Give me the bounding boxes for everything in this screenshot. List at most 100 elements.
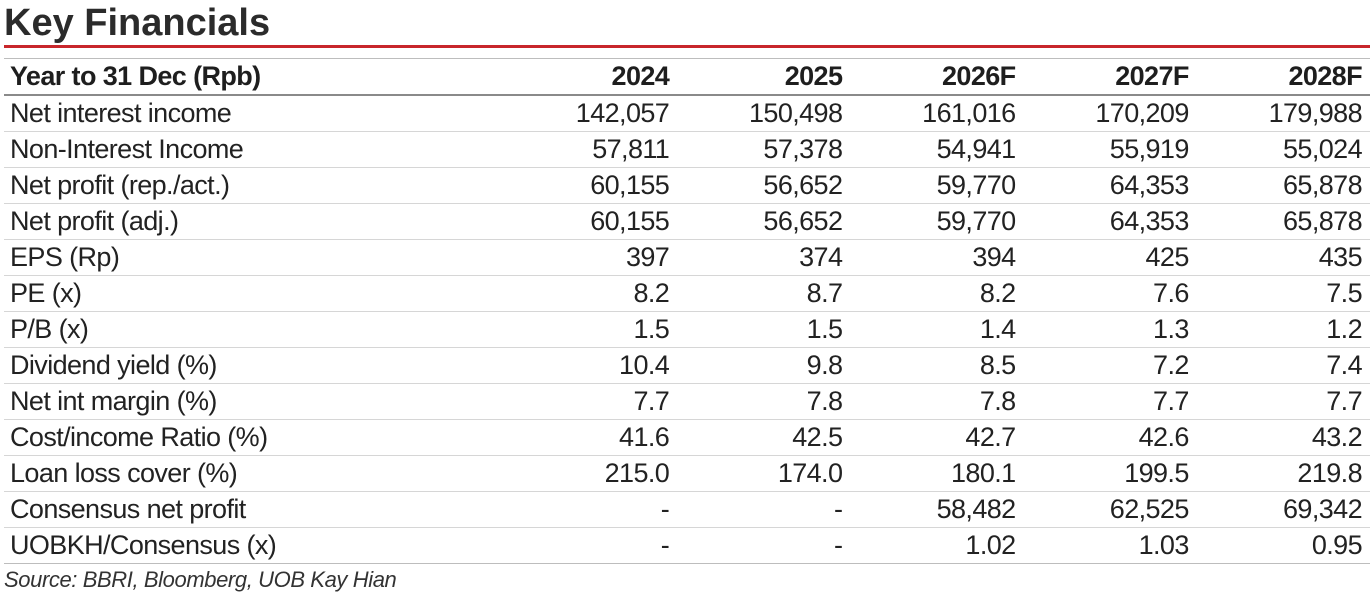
value-cell: 1.02 bbox=[850, 527, 1024, 564]
value-cell: 7.7 bbox=[504, 383, 678, 420]
value-cell: - bbox=[504, 527, 678, 564]
header-year-cell: 2024 bbox=[504, 58, 678, 96]
title-divider bbox=[4, 45, 1370, 48]
row-label-cell: Dividend yield (%) bbox=[4, 347, 505, 384]
header-year-cell: 2026F bbox=[850, 58, 1024, 96]
table-row: Dividend yield (%) 10.4 9.8 8.5 7.2 7.4 bbox=[4, 347, 1370, 384]
table-row: P/B (x) 1.5 1.5 1.4 1.3 1.2 bbox=[4, 311, 1370, 348]
value-cell: 394 bbox=[850, 239, 1024, 276]
value-cell: - bbox=[504, 491, 678, 528]
row-label-cell: Non-Interest Income bbox=[4, 131, 505, 168]
value-cell: 1.2 bbox=[1196, 311, 1370, 348]
row-label-cell: Net profit (rep./act.) bbox=[4, 167, 505, 204]
value-cell: 60,155 bbox=[504, 167, 678, 204]
value-cell: 43.2 bbox=[1196, 419, 1370, 456]
row-label-cell: Net profit (adj.) bbox=[4, 203, 505, 240]
value-cell: 65,878 bbox=[1196, 203, 1370, 240]
value-cell: 59,770 bbox=[850, 167, 1024, 204]
value-cell: 9.8 bbox=[677, 347, 851, 384]
value-cell: 41.6 bbox=[504, 419, 678, 456]
key-financials-table: Year to 31 Dec (Rpb) 2024 2025 2026F 2027F 20… bbox=[4, 58, 1370, 564]
value-cell: 435 bbox=[1196, 239, 1370, 276]
value-cell: 1.03 bbox=[1023, 527, 1197, 564]
value-cell: - bbox=[677, 527, 851, 564]
value-cell: 56,652 bbox=[677, 203, 851, 240]
row-label-cell: EPS (Rp) bbox=[4, 239, 505, 276]
value-cell: 7.7 bbox=[1196, 383, 1370, 420]
row-label-cell: Loan loss cover (%) bbox=[4, 455, 505, 492]
value-cell: 219.8 bbox=[1196, 455, 1370, 492]
value-cell: 57,811 bbox=[504, 131, 678, 168]
row-label-cell: Net interest income bbox=[4, 95, 505, 132]
table-row: Net int margin (%) 7.7 7.8 7.8 7.7 7.7 bbox=[4, 383, 1370, 420]
row-label-cell: Net int margin (%) bbox=[4, 383, 505, 420]
table-header-row: Year to 31 Dec (Rpb) 2024 2025 2026F 2027F 20… bbox=[4, 58, 1370, 96]
value-cell: 42.6 bbox=[1023, 419, 1197, 456]
value-cell: 174.0 bbox=[677, 455, 851, 492]
table-row: PE (x) 8.2 8.7 8.2 7.6 7.5 bbox=[4, 275, 1370, 312]
value-cell: 62,525 bbox=[1023, 491, 1197, 528]
row-label-cell: Cost/income Ratio (%) bbox=[4, 419, 505, 456]
value-cell: 8.7 bbox=[677, 275, 851, 312]
table-body: Net interest income 142,057 150,498 161,016… bbox=[4, 95, 1370, 564]
table-row: Net profit (rep./act.) 60,155 56,652 59,770… bbox=[4, 167, 1370, 204]
value-cell: 7.6 bbox=[1023, 275, 1197, 312]
value-cell: 142,057 bbox=[504, 95, 678, 132]
value-cell: 1.5 bbox=[677, 311, 851, 348]
value-cell: 170,209 bbox=[1023, 95, 1197, 132]
header-year-cell: 2025 bbox=[677, 58, 851, 96]
table-row: UOBKH/Consensus (x) - -1.02 1.03 0.95 bbox=[4, 527, 1370, 564]
page-title: Key Financials bbox=[4, 2, 271, 44]
value-cell: 59,770 bbox=[850, 203, 1024, 240]
value-cell: 54,941 bbox=[850, 131, 1024, 168]
value-cell: 64,353 bbox=[1023, 203, 1197, 240]
source-note: Source: BBRI, Bloomberg, UOB Kay Hian bbox=[4, 567, 397, 592]
value-cell: 180.1 bbox=[850, 455, 1024, 492]
value-cell: 7.4 bbox=[1196, 347, 1370, 384]
table-row: EPS (Rp) 397 374 394 425 435 bbox=[4, 239, 1370, 276]
value-cell: 425 bbox=[1023, 239, 1197, 276]
table-row: Loan loss cover (%) 215.0 174.0 180.1 199.5 2… bbox=[4, 455, 1370, 492]
value-cell: 42.7 bbox=[850, 419, 1024, 456]
value-cell: 64,353 bbox=[1023, 167, 1197, 204]
value-cell: 179,988 bbox=[1196, 95, 1370, 132]
value-cell: 10.4 bbox=[504, 347, 678, 384]
value-cell: - bbox=[677, 491, 851, 528]
value-cell: 7.8 bbox=[677, 383, 851, 420]
key-financials-table-container: Year to 31 Dec (Rpb) 2024 2025 2026F 2027F 20… bbox=[4, 58, 1370, 564]
value-cell: 42.5 bbox=[677, 419, 851, 456]
value-cell: 374 bbox=[677, 239, 851, 276]
value-cell: 57,378 bbox=[677, 131, 851, 168]
value-cell: 7.5 bbox=[1196, 275, 1370, 312]
value-cell: 8.2 bbox=[850, 275, 1024, 312]
value-cell: 161,016 bbox=[850, 95, 1024, 132]
table-row: Non-Interest Income 57,811 57,378 54,941 55,… bbox=[4, 131, 1370, 168]
header-label-cell: Year to 31 Dec (Rpb) bbox=[4, 58, 505, 96]
row-label-cell: Consensus net profit bbox=[4, 491, 505, 528]
value-cell: 65,878 bbox=[1196, 167, 1370, 204]
table-row: Net interest income 142,057 150,498 161,016… bbox=[4, 95, 1370, 132]
value-cell: 215.0 bbox=[504, 455, 678, 492]
value-cell: 1.4 bbox=[850, 311, 1024, 348]
header-year-cell: 2027F bbox=[1023, 58, 1197, 96]
table-row: Consensus net profit - -58,482 62,525 69,342 bbox=[4, 491, 1370, 528]
value-cell: 7.7 bbox=[1023, 383, 1197, 420]
value-cell: 8.5 bbox=[850, 347, 1024, 384]
row-label-cell: PE (x) bbox=[4, 275, 505, 312]
row-label-cell: UOBKH/Consensus (x) bbox=[4, 527, 505, 564]
value-cell: 7.8 bbox=[850, 383, 1024, 420]
value-cell: 56,652 bbox=[677, 167, 851, 204]
table-row: Cost/income Ratio (%) 41.6 42.5 42.7 42.6 43.… bbox=[4, 419, 1370, 456]
value-cell: 1.5 bbox=[504, 311, 678, 348]
header-year-cell: 2028F bbox=[1196, 58, 1370, 96]
row-label-cell: P/B (x) bbox=[4, 311, 505, 348]
value-cell: 55,024 bbox=[1196, 131, 1370, 168]
value-cell: 69,342 bbox=[1196, 491, 1370, 528]
value-cell: 55,919 bbox=[1023, 131, 1197, 168]
value-cell: 60,155 bbox=[504, 203, 678, 240]
value-cell: 199.5 bbox=[1023, 455, 1197, 492]
value-cell: 0.95 bbox=[1196, 527, 1370, 564]
value-cell: 150,498 bbox=[677, 95, 851, 132]
value-cell: 58,482 bbox=[850, 491, 1024, 528]
value-cell: 397 bbox=[504, 239, 678, 276]
